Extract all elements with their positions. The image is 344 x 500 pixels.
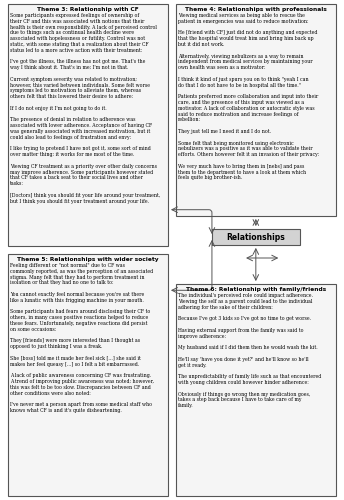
- Bar: [8, 254, 168, 496]
- Text: Theme 6: Relationship with family/friends: Theme 6: Relationship with family/friend…: [186, 287, 326, 292]
- Text: Theme 5: Relationships with wider society: Theme 5: Relationships with wider societ…: [17, 257, 159, 262]
- Text: The individual's perceived role could impact adherence.
Viewing the self as a pa: The individual's perceived role could im…: [178, 293, 321, 408]
- Bar: [212, 229, 300, 245]
- Text: Viewing medical services as being able to rescue the
patient in emergencies was : Viewing medical services as being able t…: [178, 13, 319, 180]
- Bar: [8, 4, 168, 246]
- Bar: [176, 4, 336, 216]
- Text: Theme 3: Relationship with CF: Theme 3: Relationship with CF: [37, 7, 139, 12]
- Text: Relationships: Relationships: [226, 232, 285, 241]
- Bar: [176, 284, 336, 496]
- Text: Some participants expressed feelings of ownership of
their CF and this was assoc: Some participants expressed feelings of …: [10, 13, 160, 203]
- Text: Theme 4: Relationships with professionals: Theme 4: Relationships with professional…: [185, 7, 327, 12]
- Text: Feeling different or "not normal" due to CF was
commonly reported, as was the pe: Feeling different or "not normal" due to…: [10, 263, 154, 413]
